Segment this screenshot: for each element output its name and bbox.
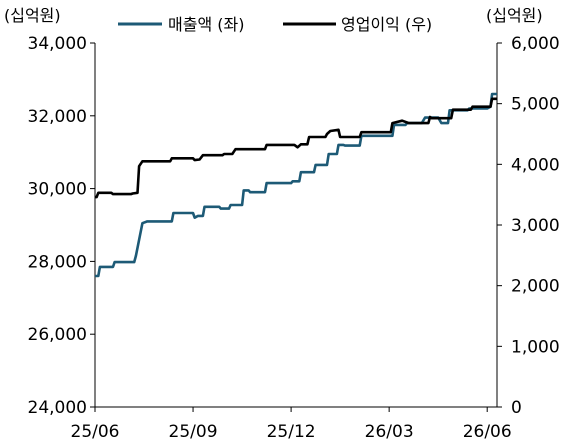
x-tick-label: 25/06	[71, 422, 120, 442]
y-left-unit-label: (십억원)	[4, 6, 61, 25]
legend-label-sales: 매출액 (좌)	[168, 15, 244, 34]
x-ticks: 25/06 25/09 25/12 26/03 26/06	[71, 407, 512, 442]
y-right-tick-label: 5,000	[511, 95, 560, 115]
x-tick-label: 25/12	[267, 422, 316, 442]
y-right-unit-label: (십억원)	[486, 6, 543, 25]
x-tick-label: 25/09	[169, 422, 218, 442]
x-tick-label: 26/06	[463, 422, 512, 442]
y-right-ticks: 0 1,000 2,000 3,000 4,000 5,000 6,000	[497, 34, 560, 418]
series-line-operating-profit	[95, 97, 497, 199]
y-right-tick-label: 0	[511, 398, 522, 418]
y-right-tick-label: 6,000	[511, 34, 560, 54]
series-layer	[95, 92, 497, 278]
legend-label-operating-profit: 영업이익 (우)	[341, 15, 432, 34]
y-right-tick-label: 3,000	[511, 216, 560, 236]
y-left-tick-label: 30,000	[28, 180, 87, 200]
series-line-sales	[95, 92, 497, 278]
y-left-tick-label: 32,000	[28, 107, 87, 127]
y-left-tick-label: 34,000	[28, 34, 87, 54]
y-right-tick-label: 1,000	[511, 337, 560, 357]
y-left-tick-label: 24,000	[28, 398, 87, 418]
y-left-ticks: 24,000 26,000 28,000 30,000 32,000 34,000	[28, 34, 95, 418]
y-right-tick-label: 4,000	[511, 155, 560, 175]
y-right-tick-label: 2,000	[511, 277, 560, 297]
x-tick-label: 26/03	[365, 422, 414, 442]
legend: 매출액 (좌) 영업이익 (우)	[118, 15, 432, 34]
y-left-tick-label: 28,000	[28, 252, 87, 272]
y-left-tick-label: 26,000	[28, 325, 87, 345]
